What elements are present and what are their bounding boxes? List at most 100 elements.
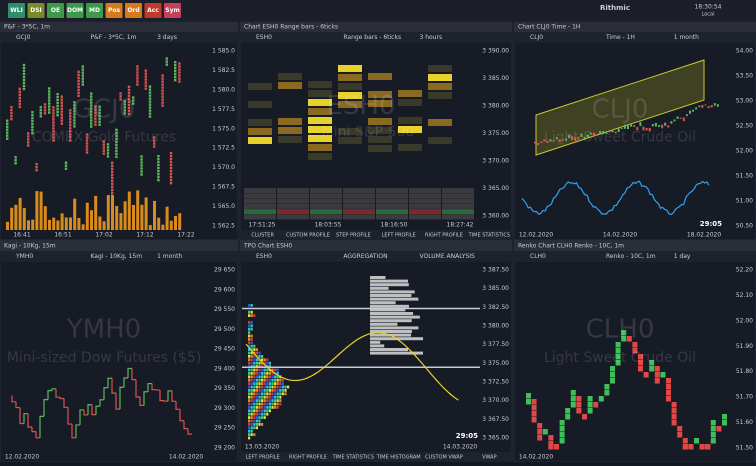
pf-box xyxy=(61,107,63,109)
tpo-cell xyxy=(248,335,250,338)
panel-button[interactable]: TIME HISTOGRAM xyxy=(376,455,421,461)
timeframe-select[interactable]: Range bars - 6ticks xyxy=(343,34,401,41)
toolbar-button-label[interactable]: DSI xyxy=(30,7,42,14)
renko-brick xyxy=(576,408,581,414)
timeframe-select[interactable]: Renko - 10C, 1m xyxy=(606,253,656,260)
panel-button[interactable]: RIGHT PROFILE xyxy=(425,233,463,239)
stats-cell xyxy=(277,209,309,214)
toolbar-button-label[interactable]: Acc xyxy=(147,7,159,14)
tpo-cell xyxy=(253,375,255,378)
pf-box xyxy=(31,111,33,113)
tpo-cell xyxy=(282,382,284,385)
pf-box xyxy=(161,101,163,103)
period-select[interactable]: 1 day xyxy=(674,253,691,260)
toolbar-button-label[interactable]: OE xyxy=(51,7,60,14)
pf-box xyxy=(161,86,163,88)
clock-zone: Local xyxy=(702,12,715,18)
symbol-select[interactable]: YMH0 xyxy=(15,253,33,260)
panel-button[interactable]: TIME STATISTICS xyxy=(468,233,510,239)
symbol-select[interactable]: ESH0 xyxy=(256,253,272,260)
pf-box xyxy=(157,155,159,157)
stats-cell xyxy=(244,188,276,193)
cluster-cell xyxy=(248,137,272,144)
renko-brick xyxy=(576,402,581,408)
period-select[interactable]: 3 hours xyxy=(420,34,443,41)
panel-button[interactable]: LEFT PROFILE xyxy=(382,233,416,239)
renko-brick xyxy=(655,366,660,372)
symbol-select[interactable]: CLH0 xyxy=(530,253,546,260)
pf-box xyxy=(65,168,67,170)
renko-brick xyxy=(716,426,721,432)
pf-box xyxy=(48,93,50,95)
renko-brick xyxy=(672,420,677,426)
watermark-symbol: ESH0 xyxy=(326,91,395,121)
tpo-cell xyxy=(251,335,253,338)
symbol-select[interactable]: GCJ0 xyxy=(16,34,31,41)
toolbar-button-label[interactable]: Pos xyxy=(108,7,121,14)
timeframe-select[interactable]: Time - 1H xyxy=(605,34,635,41)
tpo-cell xyxy=(251,304,253,307)
period-select[interactable]: 1 month xyxy=(674,34,699,41)
price-label: 53.00 xyxy=(736,98,753,105)
toolbar-button-label[interactable]: Sym xyxy=(165,7,179,14)
symbol-select[interactable]: CLJ0 xyxy=(530,34,543,41)
pf-box xyxy=(82,65,84,67)
stats-cell xyxy=(442,193,474,198)
renko-brick xyxy=(554,444,559,450)
panel-button[interactable]: RIGHT PROFILE xyxy=(289,455,327,461)
pf-box xyxy=(107,152,109,154)
volume-bar xyxy=(82,224,85,230)
period-select[interactable]: 1 month xyxy=(157,253,182,260)
candle xyxy=(705,104,707,105)
toolbar-button-label[interactable]: MD xyxy=(89,7,100,14)
pf-box xyxy=(56,105,58,107)
tpo-cell xyxy=(251,345,253,348)
tpo-cell xyxy=(258,375,260,378)
pf-box xyxy=(69,124,71,126)
pf-box xyxy=(31,114,33,116)
price-label: 1 567.5 xyxy=(212,184,235,191)
panel-bg xyxy=(240,241,512,462)
panel-button[interactable]: LEFT PROFILE xyxy=(246,455,280,461)
symbol-select[interactable]: ESH0 xyxy=(256,34,272,41)
volume-bar xyxy=(149,225,152,230)
pf-box xyxy=(31,117,33,119)
chart-area xyxy=(244,65,474,220)
timeframe-select[interactable]: P&F - 3*5C, 1m xyxy=(90,34,136,41)
tpo-cell xyxy=(269,409,271,412)
pf-box xyxy=(170,164,172,166)
panel-button[interactable]: CUSTOM VWAP xyxy=(425,455,463,461)
toolbar-button-label[interactable]: Ord xyxy=(127,7,139,14)
panel-button[interactable]: VWAP xyxy=(482,455,497,461)
watermark-description: E-Mini S&P 500 xyxy=(308,125,415,141)
toolbar-button-label[interactable]: DOM xyxy=(67,7,83,14)
tpo-cell xyxy=(256,413,258,416)
tpo-cell xyxy=(256,375,258,378)
panel-button[interactable]: STEP PROFILE xyxy=(336,233,371,239)
panel-button[interactable]: TIME STATISTICS xyxy=(332,455,374,461)
timeframe-select[interactable]: AGGREGATION xyxy=(343,253,387,260)
tpo-cell xyxy=(264,403,266,406)
panel-button[interactable]: CUSTOM PROFILE xyxy=(286,233,330,239)
period-select[interactable]: VOLUME ANALYSIS xyxy=(420,253,476,260)
pf-box xyxy=(6,131,8,133)
timeframe-select[interactable]: Kagi - 10Kg, 15m xyxy=(90,253,142,260)
renko-brick xyxy=(582,414,587,420)
tpo-cell xyxy=(264,416,266,419)
pf-box xyxy=(48,111,50,113)
tpo-cell xyxy=(248,420,250,423)
pf-box xyxy=(48,108,50,110)
period-select[interactable]: 3 days xyxy=(157,34,177,41)
tpo-cell xyxy=(256,358,258,361)
date-label: 14.02.2020 xyxy=(603,232,638,239)
candle xyxy=(708,106,710,108)
pf-box xyxy=(82,77,84,79)
panel-button[interactable]: CLUSTER xyxy=(251,233,274,239)
renko-brick xyxy=(711,438,716,444)
toolbar-button-label[interactable]: WLI xyxy=(10,7,23,14)
panel-controls xyxy=(514,32,756,43)
tpo-cell xyxy=(274,399,276,402)
pf-box xyxy=(35,169,37,171)
tpo-cell xyxy=(251,328,253,331)
